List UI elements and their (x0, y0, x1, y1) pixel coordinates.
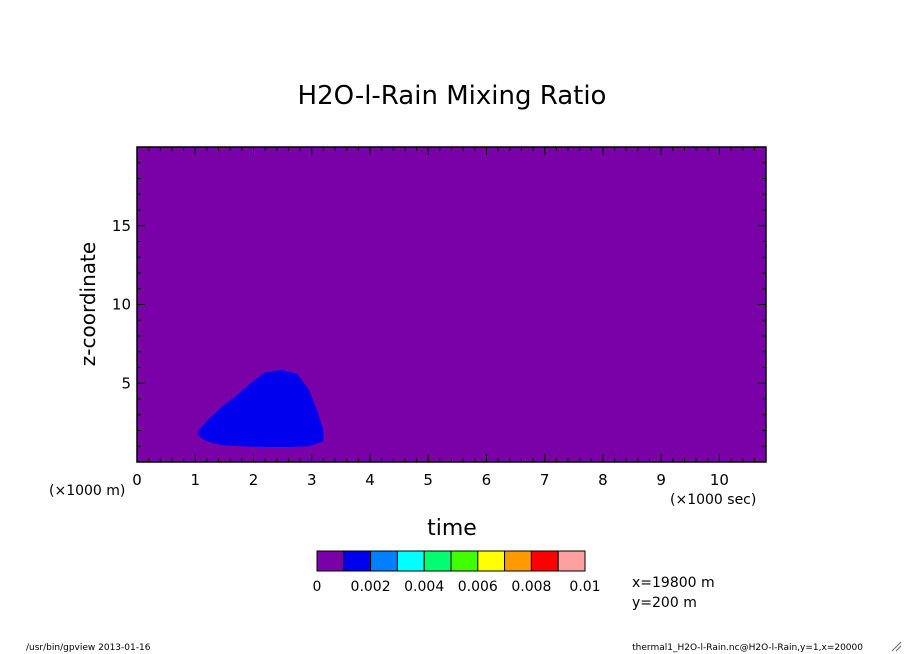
x-tick-label: 5 (423, 471, 433, 489)
colorbar-swatch (450, 550, 479, 572)
x-axis-unit: (×1000 sec) (670, 492, 756, 508)
y-tick-label: 5 (121, 374, 131, 392)
colorbar-swatch (396, 550, 425, 572)
x-tick-label: 1 (190, 471, 200, 489)
x-tick-label: 4 (365, 471, 375, 489)
colorbar-label: 0.006 (458, 579, 498, 595)
x-tick-label: 6 (482, 471, 492, 489)
plot-area: 0 1 2 3 4 5 6 7 8 9 10 5 10 15 (112, 146, 767, 489)
colorbar-swatch (477, 550, 506, 572)
footer-left: /usr/bin/gpview 2013-01-16 (26, 643, 151, 653)
axis-ticks: 0 1 2 3 4 5 6 7 8 9 10 5 10 15 (112, 146, 767, 489)
colorbar-label: 0.004 (404, 579, 444, 595)
x-tick-label: 7 (540, 471, 550, 489)
colorbar-label: 0 (313, 579, 322, 595)
info-x: x=19800 m (632, 575, 715, 591)
colorbar-swatch (316, 550, 345, 572)
x-tick-label: 0 (132, 471, 142, 489)
y-tick-label: 10 (112, 296, 131, 314)
colorbar-swatch (557, 550, 586, 572)
rain-field-region (198, 369, 324, 448)
chart-title: H2O-l-Rain Mixing Ratio (298, 81, 607, 111)
resize-grip-icon[interactable] (890, 640, 902, 652)
x-tick-label: 2 (249, 471, 259, 489)
colorbar-swatch (504, 550, 532, 572)
y-axis-unit: (×1000 m) (49, 483, 125, 499)
footer-right: thermal1_H2O-l-Rain.nc@H2O-l-Rain,y=1,x=… (632, 643, 863, 653)
x-axis-label: time (427, 516, 477, 541)
colorbar-label: 0.002 (351, 579, 391, 595)
x-tick-label: 3 (307, 471, 317, 489)
colorbar: 0 0.002 0.004 0.006 0.008 0.01 (313, 550, 601, 595)
colorbar-label: 0.01 (569, 579, 600, 595)
x-tick-label: 9 (656, 471, 666, 489)
y-axis-label: z-coordinate (76, 242, 100, 366)
info-y: y=200 m (632, 595, 697, 611)
colorbar-swatch (343, 550, 372, 572)
x-tick-label: 8 (598, 471, 608, 489)
colorbar-label: 0.008 (511, 579, 551, 595)
x-tick-label: 10 (710, 471, 729, 489)
colorbar-swatch (370, 550, 398, 572)
y-tick-label: 15 (112, 217, 131, 235)
colorbar-swatch (423, 550, 452, 572)
colorbar-swatch (530, 550, 559, 572)
